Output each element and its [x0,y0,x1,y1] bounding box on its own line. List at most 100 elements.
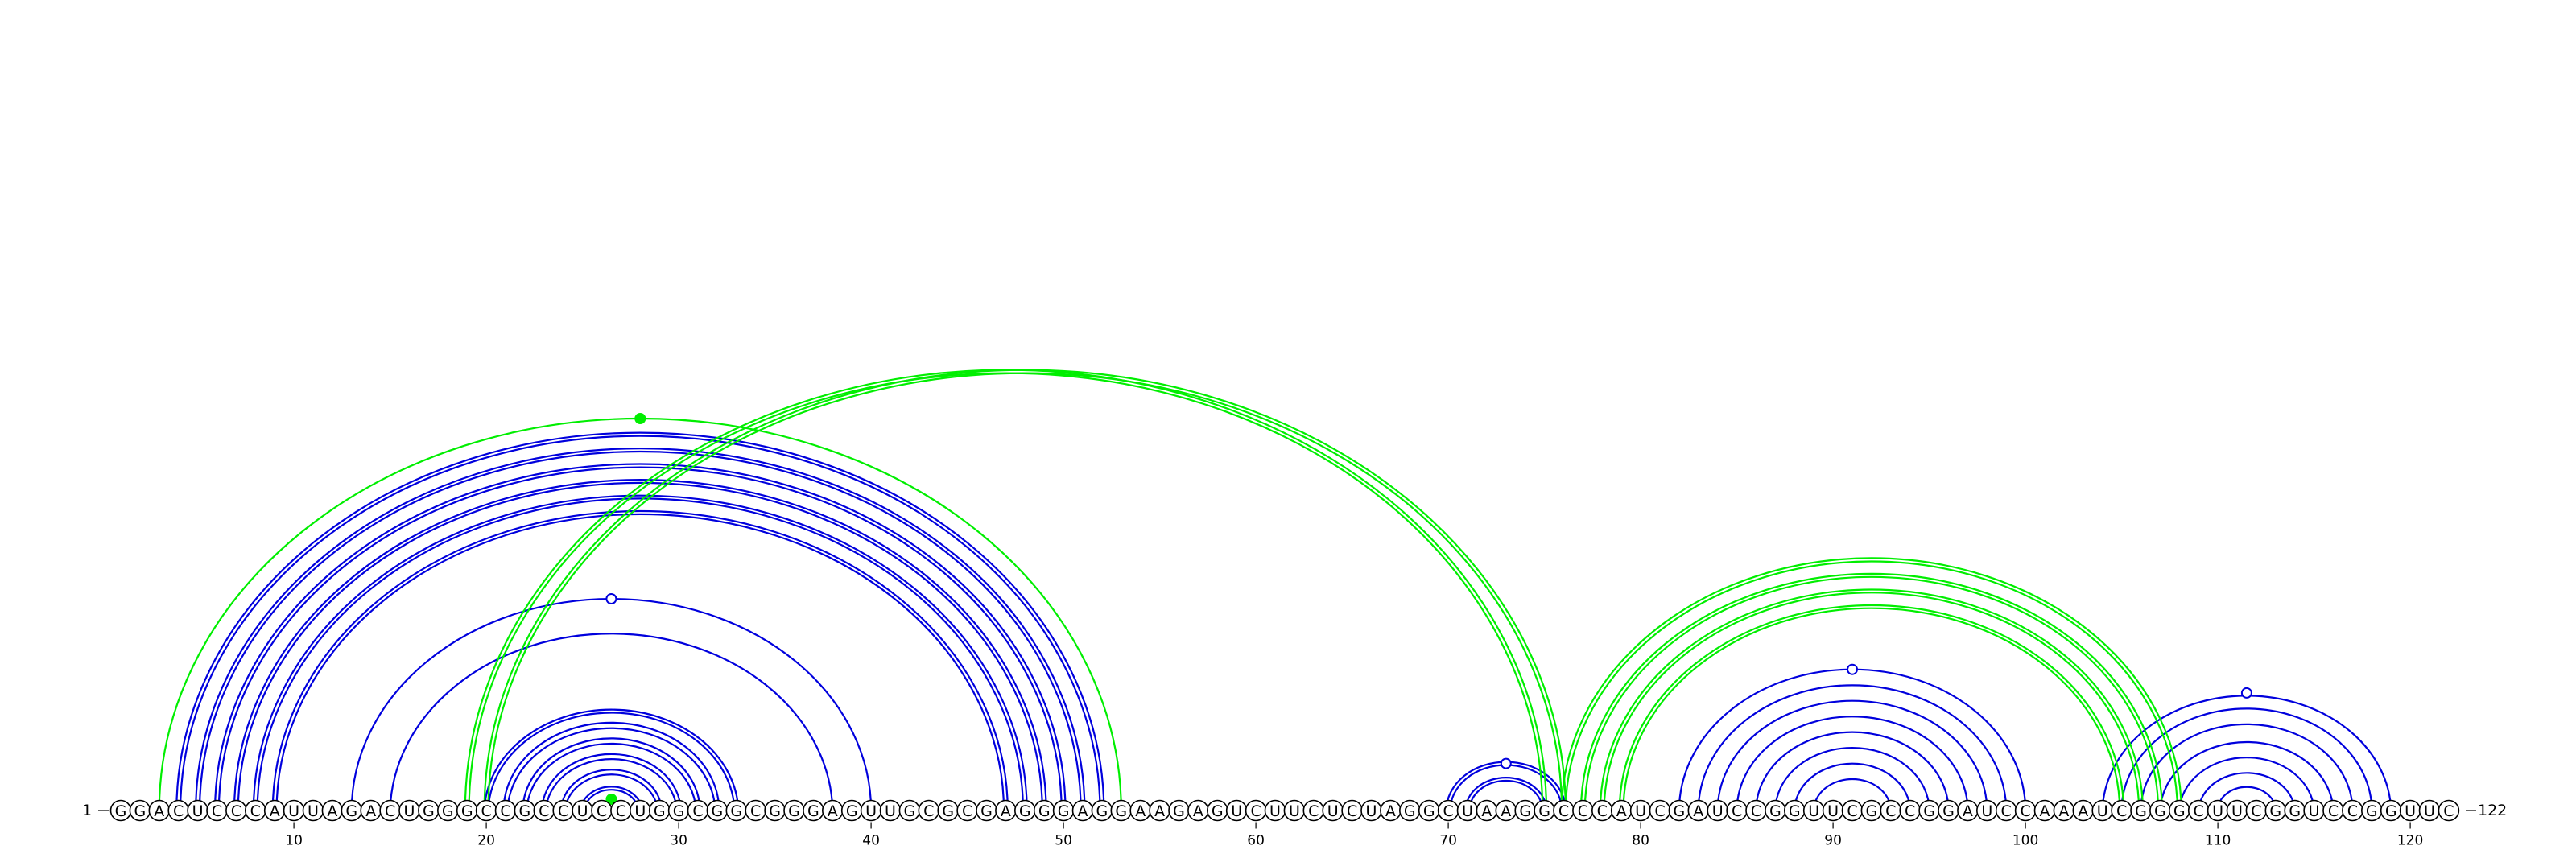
blue-arc-20-33-line-2 [487,712,736,811]
nucleotide-87: G [1769,802,1781,820]
green-arc-20-76-line-2 [487,372,1563,811]
nucleotide-28: U [634,802,646,820]
nucleotide-80: U [1635,802,1646,820]
nucleotide-10: U [288,802,299,820]
nucleotide-76: C [1558,802,1569,820]
green-stem-2-marker [605,794,617,805]
blue-stem-5-marker [1847,663,1858,675]
blue-arc-86-96 [1755,731,1950,811]
start-label: 1 [82,802,92,819]
nucleotide-97: A [1963,802,1973,820]
nucleotide-53: G [1115,802,1127,820]
nucleotide-100: C [2020,802,2030,820]
blue-arc-89-93 [1813,778,1892,811]
nucleotide-4: C [173,802,184,820]
nucleotide-71: U [1462,802,1473,820]
blue-arc-23-30-line-1 [541,753,682,811]
nucleotide-95: G [1923,802,1935,820]
nucleotide-114: G [2289,802,2301,820]
blue-arc-84-98 [1716,699,1988,811]
nucleotide-42: G [904,802,916,820]
nucleotide-99: C [2001,802,2012,820]
green-arc-77-107-line-2 [1583,575,2160,811]
nucleotide-74: G [1519,802,1531,820]
nucleotide-63: C [1308,802,1319,820]
nucleotide-36: G [788,802,800,820]
nucleotide-108: G [2174,802,2186,820]
blue-arc-108-115 [2178,757,2315,811]
end-label: 122 [2478,802,2507,819]
blue-arc-109-114 [2198,772,2296,811]
nucleotide-82: G [1674,802,1686,820]
nucleotide-8: C [250,802,261,820]
blue-arc-22-31-line-2 [526,742,697,811]
nucleotide-103: A [2078,802,2088,820]
green-arc-76-108-line-2 [1564,560,2178,811]
blue-arc-6-50-line-1 [214,463,1067,811]
nucleotide-120: U [2405,802,2416,820]
nucleotide-122: C [2443,802,2454,820]
blue-arc-85-97 [1736,716,1969,811]
blue-arc-4-52-line-2 [180,435,1101,811]
tick-label-50: 50 [1055,833,1072,849]
nucleotide-121: U [2424,802,2435,820]
nucleotide-2: G [134,802,147,820]
nucleotide-106: G [2135,802,2147,820]
loop-markers [605,413,2252,805]
nucleotide-70: C [1443,802,1453,820]
blue-arc-83-99 [1697,684,2008,811]
nucleotide-32: G [712,802,724,820]
nucleotide-101: A [2040,802,2050,820]
nucleotide-112: C [2251,802,2261,820]
blue-arc-9-47-line-1 [271,509,1009,811]
tick-label-110: 110 [2205,833,2231,849]
nucleotide-85: C [1732,802,1742,820]
nucleotide-18: G [442,802,454,820]
nucleotide-3: A [154,802,164,820]
nucleotide-55: A [1154,802,1165,820]
nucleotide-27: C [616,802,626,820]
nucleotide-56: G [1173,802,1185,820]
nucleotide-83: A [1693,802,1703,820]
blue-arc-24-29-line-1 [560,769,663,811]
nucleotide-14: A [365,802,376,820]
tick-label-120: 120 [2397,833,2423,849]
tick-label-10: 10 [285,833,303,849]
nucleotide-60: C [1250,802,1261,820]
nucleotide-117: C [2347,802,2358,820]
nucleotide-39: G [846,802,858,820]
nucleotide-33: G [730,802,742,820]
nucleotide-102: A [2058,802,2069,820]
tick-label-100: 100 [2013,833,2038,849]
nucleotide-54: A [1135,802,1146,820]
nucleotide-1: G [115,802,127,820]
nucleotide-20: C [481,802,491,820]
nucleotide-13: G [345,802,357,820]
blue-stem-6-marker [2240,687,2252,699]
nucleotide-37: G [807,802,819,820]
nucleotide-104: U [2097,802,2108,820]
blue-arc-8-48-line-2 [256,497,1024,811]
nucleotide-52: G [1096,802,1108,820]
nucleotide-25: U [577,802,588,820]
tick-label-80: 80 [1632,833,1649,849]
nucleotide-62: U [1289,802,1300,820]
blue-arc-4-52-line-1 [175,431,1105,811]
green-stem-1-marker [634,413,646,424]
blue-arc-82-100 [1678,668,2027,811]
base-pair-arcs [158,369,2392,811]
nucleotide-90: U [1827,802,1839,820]
blue-arc-106-117 [2140,723,2354,811]
nucleotide-44: G [942,802,954,820]
nucleotide-93: C [1885,802,1896,820]
nucleotide-64: U [1327,802,1339,820]
blue-arc-8-48-line-1 [252,494,1028,811]
nucleotide-35: G [769,802,781,820]
nucleotide-91: C [1847,802,1857,820]
blue-arc-21-32-line-1 [502,721,720,811]
green-arc-79-105-line-1 [1618,604,2125,811]
nucleotide-30: G [673,802,685,820]
nucleotide-94: C [1905,802,1915,820]
blue-arc-87-95 [1774,747,1930,811]
blue-arc-13-40 [350,597,873,811]
